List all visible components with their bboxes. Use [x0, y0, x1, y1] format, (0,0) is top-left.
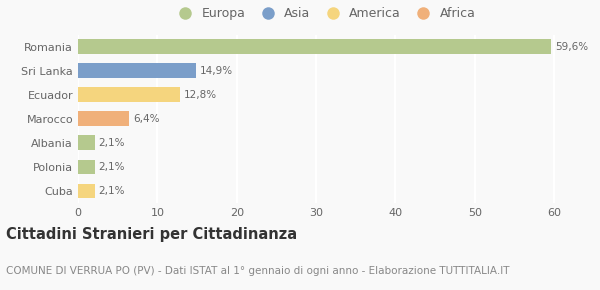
Text: 14,9%: 14,9%	[200, 66, 233, 76]
Bar	[78, 87, 179, 102]
Bar	[78, 184, 95, 198]
Text: COMUNE DI VERRUA PO (PV) - Dati ISTAT al 1° gennaio di ogni anno - Elaborazione : COMUNE DI VERRUA PO (PV) - Dati ISTAT al…	[6, 266, 509, 276]
Bar	[78, 135, 95, 151]
Bar	[78, 111, 129, 126]
Bar	[78, 64, 196, 78]
Legend: Europa, Asia, America, Africa: Europa, Asia, America, Africa	[167, 2, 481, 25]
Text: Cittadini Stranieri per Cittadinanza: Cittadini Stranieri per Cittadinanza	[6, 227, 297, 242]
Text: 2,1%: 2,1%	[98, 186, 125, 196]
Text: 59,6%: 59,6%	[555, 42, 588, 52]
Text: 2,1%: 2,1%	[98, 162, 125, 172]
Bar	[78, 39, 551, 54]
Bar	[78, 160, 95, 174]
Text: 6,4%: 6,4%	[133, 114, 159, 124]
Text: 2,1%: 2,1%	[98, 138, 125, 148]
Text: 12,8%: 12,8%	[184, 90, 217, 100]
